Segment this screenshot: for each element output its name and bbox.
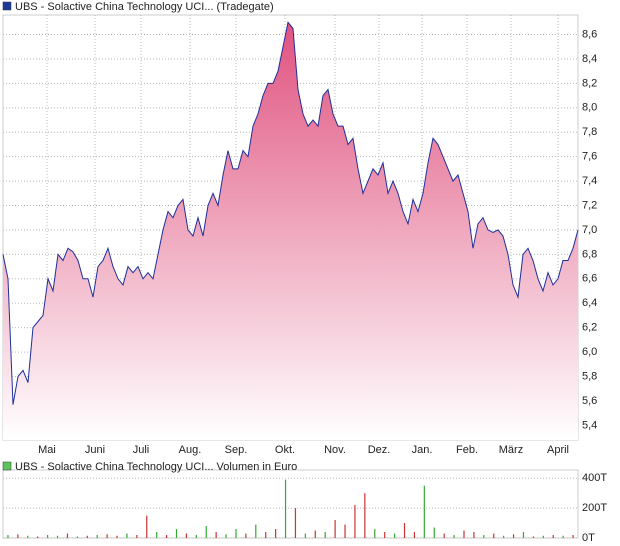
y-tick-label: 6,0 [582, 346, 597, 358]
y-tick-label: 6,6 [582, 273, 597, 285]
x-tick-label: Juli [133, 444, 150, 456]
volume-bar [522, 532, 525, 538]
volume-frame [2, 469, 579, 539]
volume-bar [562, 535, 564, 538]
legend-swatch [2, 461, 12, 471]
y-tick-label: 7,0 [582, 224, 597, 236]
volume-bar [76, 536, 78, 538]
volume-bar [215, 532, 217, 538]
volume-bar [532, 536, 534, 538]
legend-swatch [2, 1, 12, 11]
volume-bar [493, 533, 495, 538]
volume-bar [255, 524, 257, 538]
y-tick-label: 7,4 [582, 175, 597, 187]
volume-bar [324, 532, 326, 538]
volume-bar [116, 535, 118, 538]
y-tick-label: 8,2 [582, 77, 597, 89]
volume-bar [156, 532, 158, 538]
volume-bar [443, 533, 445, 538]
volume-bar [86, 535, 88, 538]
volume-bar [413, 532, 416, 538]
volume-bar [96, 535, 98, 538]
volume-bar [37, 536, 39, 538]
volume-bar [334, 520, 336, 538]
volume-bar [235, 529, 237, 538]
volume-bar [354, 505, 356, 538]
y-tick-label: 5,6 [582, 395, 597, 407]
volume-bar [275, 529, 277, 538]
volume-bar [136, 535, 138, 538]
volume-bar [542, 535, 544, 538]
volume-bar [225, 534, 227, 538]
x-tick-label: Jan. [412, 444, 433, 456]
volume-bar [205, 526, 207, 538]
volume-bar [165, 535, 168, 538]
y-tick-label: 400T [582, 472, 607, 484]
volume-bar [304, 533, 306, 538]
y-tick-label: 5,4 [582, 419, 597, 431]
y-tick-label: 8,0 [582, 102, 597, 114]
x-tick-label: Nov. [324, 444, 346, 456]
volume-bar [314, 530, 316, 538]
volume-bar [403, 523, 406, 538]
price-line [2, 21, 579, 405]
x-tick-label: März [499, 444, 523, 456]
volume-bar [344, 524, 346, 538]
volume-bar [185, 533, 188, 538]
x-tick-label: Aug. [179, 444, 202, 456]
volume-bar [364, 493, 366, 538]
y-tick-label: 7,8 [582, 126, 597, 138]
volume-bar [146, 515, 148, 538]
volume-bar [27, 535, 29, 538]
volume-bar [483, 535, 485, 538]
volume-bar [463, 530, 465, 538]
volume-bar [552, 535, 554, 538]
volume-bar [384, 532, 386, 538]
volume-bar [56, 535, 59, 538]
price-area [3, 22, 578, 441]
x-tick-label: April [547, 444, 569, 456]
x-tick-label: Sep. [225, 444, 248, 456]
volume-bar [126, 533, 128, 538]
legend-label: UBS - Solactive China Technology UCI... … [15, 461, 297, 473]
volume-bar [294, 508, 297, 538]
y-tick-label: 7,2 [582, 199, 597, 211]
volume-bar [423, 485, 425, 538]
x-tick-label: Dez. [368, 444, 391, 456]
volume-bar [245, 533, 247, 538]
y-tick-label: 8,4 [582, 53, 597, 65]
legend-label: UBS - Solactive China Technology UCI... … [15, 1, 274, 13]
volume-bar [175, 529, 178, 538]
volume-bar [374, 529, 376, 538]
y-tick-label: 6,2 [582, 322, 597, 334]
volume-bar [393, 533, 396, 538]
y-tick-label: 200T [582, 502, 607, 514]
volume-bar [47, 535, 49, 538]
volume-bar [7, 535, 9, 538]
volume-bar [106, 534, 108, 538]
volume-bar [284, 479, 287, 538]
y-tick-label: 6,4 [582, 297, 597, 309]
y-tick-label: 0T [582, 532, 595, 544]
volume-bar [195, 535, 197, 538]
volume-bar [503, 535, 505, 538]
y-tick-label: 5,8 [582, 370, 597, 382]
volume-bar [66, 533, 69, 538]
volume-bar [512, 534, 515, 538]
volume-bar [17, 534, 19, 538]
y-tick-label: 8,6 [582, 28, 597, 40]
y-tick-label: 6,8 [582, 248, 597, 260]
volume-bar [265, 532, 267, 538]
volume-bar [572, 535, 574, 538]
x-tick-label: Okt. [275, 444, 295, 456]
x-tick-label: Mai [38, 444, 56, 456]
x-tick-label: Juni [85, 444, 105, 456]
volume-bar [433, 527, 435, 538]
volume-bar [473, 532, 475, 538]
volume-bar [453, 535, 455, 538]
y-tick-label: 7,6 [582, 151, 597, 163]
x-tick-label: Feb. [456, 444, 478, 456]
